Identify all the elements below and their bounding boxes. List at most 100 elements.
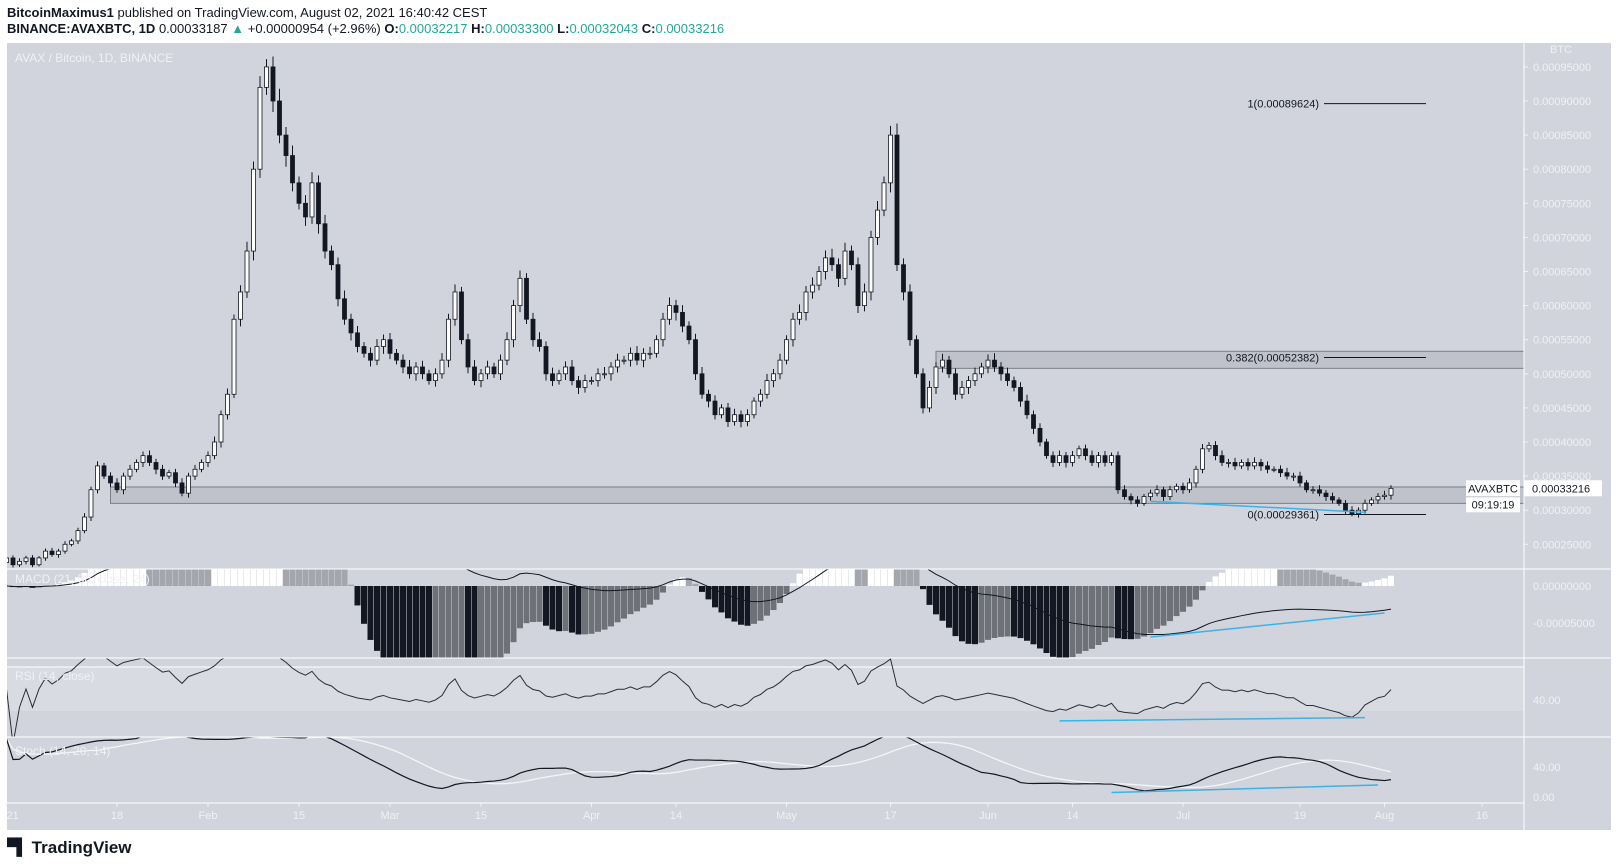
stoch-trendline[interactable] — [1111, 784, 1379, 794]
candle-up[interactable] — [764, 380, 770, 395]
candle-up[interactable] — [205, 455, 211, 463]
candle-down[interactable] — [400, 359, 406, 368]
candle-up[interactable] — [43, 550, 48, 559]
candle-up[interactable] — [868, 236, 874, 293]
candle-down[interactable] — [335, 264, 341, 300]
candle-up[interactable] — [1271, 468, 1277, 471]
candle-up[interactable] — [1109, 455, 1114, 463]
candle-up[interactable] — [1167, 489, 1173, 497]
candle-up[interactable] — [1070, 455, 1075, 463]
candle-down[interactable] — [322, 223, 328, 252]
candle-down[interactable] — [1083, 448, 1088, 457]
candle-down[interactable] — [283, 134, 289, 156]
candle-up[interactable] — [940, 359, 945, 368]
candle-up[interactable] — [1057, 455, 1062, 463]
candle-up[interactable] — [719, 407, 724, 416]
candle-up[interactable] — [439, 359, 445, 375]
candle-up[interactable] — [751, 400, 757, 416]
candle-down[interactable] — [524, 277, 529, 320]
candle-down[interactable] — [569, 366, 575, 382]
candle-up[interactable] — [1239, 462, 1244, 467]
candle-up[interactable] — [381, 339, 386, 347]
candle-up[interactable] — [862, 291, 867, 306]
candle-down[interactable] — [394, 352, 399, 361]
candle-down[interactable] — [1323, 492, 1329, 497]
candle-down[interactable] — [270, 66, 276, 102]
candle-up[interactable] — [433, 373, 438, 382]
candle-down[interactable] — [686, 325, 692, 341]
candle-up[interactable] — [771, 373, 776, 382]
candle-up[interactable] — [790, 318, 796, 341]
candle-down[interactable] — [699, 373, 705, 395]
candle-up[interactable] — [875, 209, 880, 238]
candle-up[interactable] — [1375, 496, 1381, 501]
candle-down[interactable] — [1330, 496, 1335, 501]
candle-down[interactable] — [1122, 489, 1127, 497]
candle-up[interactable] — [485, 366, 490, 375]
candle-up[interactable] — [140, 455, 146, 463]
candle-down[interactable] — [303, 202, 308, 218]
candle-down[interactable] — [1297, 475, 1303, 484]
candle-up[interactable] — [413, 366, 419, 375]
candle-down[interactable] — [173, 472, 178, 484]
candle-up[interactable] — [251, 168, 256, 252]
candle-down[interactable] — [1135, 499, 1140, 504]
candle-down[interactable] — [114, 482, 120, 491]
candle-up[interactable] — [199, 462, 204, 470]
candle-down[interactable] — [725, 407, 731, 422]
candle-up[interactable] — [582, 380, 588, 388]
candle-down[interactable] — [459, 291, 464, 341]
candle-down[interactable] — [1031, 414, 1036, 429]
candle-down[interactable] — [108, 475, 113, 484]
candle-down[interactable] — [1258, 462, 1264, 467]
candle-up[interactable] — [667, 305, 672, 320]
candle-up[interactable] — [621, 359, 627, 362]
candle-up[interactable] — [517, 277, 523, 307]
candle-down[interactable] — [738, 414, 744, 422]
candle-up[interactable] — [823, 257, 828, 272]
candle-down[interactable] — [706, 393, 711, 402]
candle-up[interactable] — [374, 346, 380, 361]
candle-down[interactable] — [634, 352, 640, 361]
candle-down[interactable] — [147, 455, 152, 463]
candle-up[interactable] — [927, 387, 932, 409]
candle-down[interactable] — [342, 298, 347, 320]
candle-down[interactable] — [296, 182, 302, 204]
candle-down[interactable] — [420, 366, 425, 375]
candle-up[interactable] — [602, 373, 607, 376]
candle-down[interactable] — [10, 557, 16, 566]
candle-up[interactable] — [1174, 485, 1179, 491]
candle-up[interactable] — [758, 393, 763, 402]
rsi-trendline[interactable] — [1059, 716, 1366, 722]
candle-up[interactable] — [1193, 468, 1199, 484]
candle-up[interactable] — [69, 540, 74, 545]
candle-down[interactable] — [673, 305, 679, 313]
candle-down[interactable] — [1232, 462, 1238, 467]
candle-down[interactable] — [1219, 455, 1225, 463]
candle-down[interactable] — [1018, 387, 1023, 402]
candle-up[interactable] — [1291, 475, 1296, 478]
candle-up[interactable] — [1310, 489, 1316, 492]
candle-up[interactable] — [979, 366, 984, 375]
candle-up[interactable] — [881, 182, 887, 211]
candle-down[interactable] — [576, 380, 581, 388]
candle-up[interactable] — [244, 250, 250, 293]
macd-trendline[interactable] — [1150, 612, 1385, 638]
candle-up[interactable] — [446, 318, 451, 361]
candle-down[interactable] — [1278, 468, 1283, 474]
candle-up[interactable] — [88, 489, 94, 518]
candle-up[interactable] — [498, 359, 503, 375]
candle-down[interactable] — [907, 291, 913, 341]
candle-down[interactable] — [1102, 455, 1108, 463]
candle-up[interactable] — [1076, 448, 1082, 457]
candle-up[interactable] — [17, 560, 22, 566]
candle-up[interactable] — [95, 465, 100, 491]
candle-up[interactable] — [1141, 496, 1147, 504]
candle-up[interactable] — [803, 291, 809, 313]
candle-down[interactable] — [998, 366, 1004, 375]
candle-down[interactable] — [693, 339, 698, 375]
candle-up[interactable] — [660, 318, 666, 341]
candle-down[interactable] — [680, 312, 685, 327]
price-trendline[interactable] — [1150, 500, 1366, 513]
